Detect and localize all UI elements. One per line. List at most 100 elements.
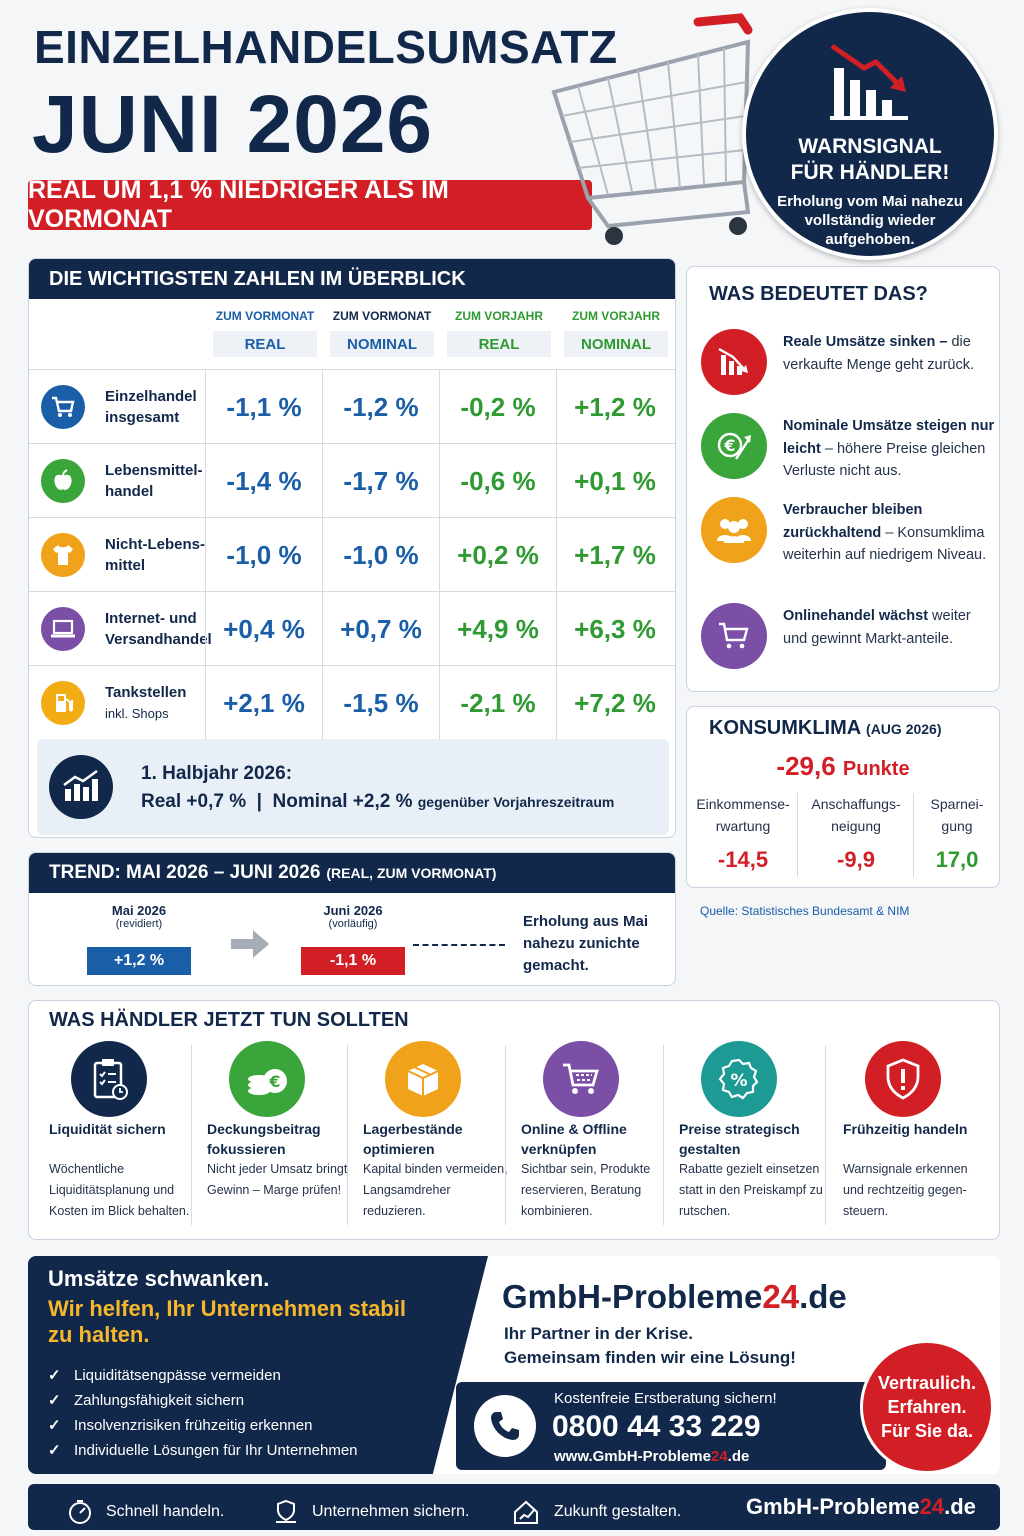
promo-check-item: ✓ Zahlungsfähigkeit sichern: [48, 1391, 244, 1409]
footer-item-text: Schnell handeln.: [106, 1503, 225, 1520]
half-year-summary: 1. Halbjahr 2026: Real +0,7 % | Nominal …: [37, 739, 669, 835]
trend-june-label: Juni 2026 (vorläufig): [301, 903, 405, 930]
value-cell: -1,0 %: [205, 518, 322, 592]
konsumklima-title: KONSUMKLIMA (AUG 2026): [709, 717, 942, 740]
phone-cta-box[interactable]: Kostenfreie Erstberatung sichern! 0800 4…: [456, 1382, 886, 1470]
website-link-c: .de: [727, 1448, 750, 1465]
coins-euro-icon: €: [229, 1041, 305, 1117]
klima-component: Sparnei- gung 17,0: [915, 793, 999, 885]
half-year-title: 1. Halbjahr 2026:: [141, 763, 293, 784]
actions-title: WAS HÄNDLER JETZT TUN SOLLTEN: [49, 1009, 409, 1031]
promo-tagline-1: Ihr Partner in der Krise.: [504, 1324, 693, 1343]
promo-check-item: ✓ Insolvenzrisiken frühzeitig erkennen: [48, 1416, 312, 1434]
website-link[interactable]: www.GmbH-Probleme24.de: [554, 1448, 749, 1465]
brand-logo[interactable]: GmbH-Probleme24.de: [502, 1278, 847, 1316]
phone-number[interactable]: 0800 44 33 229: [552, 1410, 761, 1443]
trend-comment: Erholung aus Mai nahezu zunichte gemacht…: [523, 913, 649, 974]
column-header: ZUM VORJAHR REAL: [447, 309, 551, 357]
meaning-panel: WAS BEDEUTET DAS? Reale Umsätze sinken –…: [686, 266, 1000, 692]
footer-brand-name: GmbH-Probleme: [746, 1494, 920, 1519]
column-header: ZUM VORMONAT NOMINAL: [330, 309, 434, 357]
value-cell: +0,2 %: [439, 518, 556, 592]
value-cell: -1,1 %: [205, 370, 322, 444]
shopping-cart-illustration: [551, 13, 753, 245]
value-cell: +1,7 %: [556, 518, 673, 592]
trend-title-suffix: (REAL, ZUM VORMONAT): [326, 865, 497, 881]
konsumklima-panel: KONSUMKLIMA (AUG 2026) -29,6 Punkte Eink…: [686, 706, 1000, 888]
half-year-values: Real +0,7 % | Nominal +2,2 % gegenüber V…: [141, 791, 614, 813]
subtitle-banner: REAL UM 1,1 % NIEDRIGER ALS IM VORMONAT: [28, 176, 592, 233]
action-card: Lagerbestände optimieren Kapital binden …: [363, 1041, 521, 1231]
cart-icon: [543, 1041, 619, 1117]
value-cell: -1,7 %: [322, 444, 439, 518]
promo-banner: Umsätze schwanken. Wir helfen, Ihr Unter…: [28, 1256, 1000, 1474]
column-header: ZUM VORJAHR NOMINAL: [564, 309, 668, 357]
meaning-item-text: – Konsumklima weiterhin auf niedrigem Ni…: [783, 524, 987, 564]
shopping-cart-icon: [41, 385, 85, 429]
half-year-separator: |: [256, 791, 262, 812]
klima-component-label: Sparnei-: [930, 796, 984, 812]
footer-item: Zukunft gestalten.: [512, 1498, 681, 1526]
website-link-b: 24: [710, 1448, 728, 1465]
action-card: Online & Offline verknüpfen Sichtbar sei…: [521, 1041, 679, 1231]
value-cell: -1,0 %: [322, 518, 439, 592]
column-header: ZUM VORMONAT REAL: [213, 309, 317, 357]
fuel-pump-icon: [41, 681, 85, 725]
arrow-right-icon: [231, 930, 269, 958]
promo-check-text: Insolvenzrisiken frühzeitig erkennen: [74, 1417, 313, 1434]
row-label: Nicht-Lebens-mittel: [105, 536, 206, 574]
shield-hand-icon: [276, 1499, 296, 1523]
column-header-sub: REAL: [213, 331, 317, 357]
promo-check-text: Zahlungsfähigkeit sichern: [74, 1392, 245, 1409]
svg-text:€: €: [723, 436, 735, 455]
value-cell: -1,4 %: [205, 444, 322, 518]
konsumklima-value-number: -29,6: [776, 751, 836, 781]
action-title: Liquidität sichern: [49, 1121, 166, 1137]
table-row: Internet- und Versandhandel +0,4 % +0,7 …: [29, 591, 675, 666]
svg-text:€: €: [268, 1072, 280, 1091]
value-cell: -0,2 %: [439, 370, 556, 444]
warning-title-line-1: WARNSIGNAL: [798, 135, 942, 158]
table-row: Nicht-Lebens-mittel -1,0 % -1,0 % +0,2 %…: [29, 517, 675, 592]
source-note: Quelle: Statistisches Bundesamt & NIM: [700, 904, 910, 918]
action-title: Online & Offline verknüpfen: [521, 1121, 627, 1157]
klima-component-value: 17,0: [935, 847, 979, 872]
trend-may-value: +1,2 %: [87, 947, 191, 975]
konsumklima-unit: Punkte: [842, 758, 910, 780]
growth-chart-icon: [49, 755, 113, 819]
trend-june-note: (vorläufig): [328, 918, 378, 930]
trend-may-note: (revidiert): [115, 918, 163, 930]
meaning-item-text: die verkaufte Menge geht zurück.: [783, 334, 975, 373]
value-cell: -1,2 %: [322, 370, 439, 444]
value-cell: +0,7 %: [322, 592, 439, 666]
column-header-sub: NOMINAL: [330, 331, 434, 357]
klima-component-label: Anschaffungs-: [811, 796, 901, 812]
warning-badge: WARNSIGNAL FÜR HÄNDLER! Erholung vom Mai…: [742, 8, 998, 260]
action-desc: Warnsignale erkennen und rechtzeitig geg…: [843, 1162, 968, 1218]
meaning-item-text: weiter und gewinnt Markt-anteile.: [783, 608, 971, 647]
divider: [797, 793, 798, 877]
half-year-real: Real +0,7 %: [141, 791, 247, 812]
promo-headline: Umsätze schwanken.: [48, 1266, 270, 1291]
action-desc: Nicht jeder Umsatz bringt Gewinn – Marge…: [207, 1162, 348, 1197]
percent-badge-icon: %: [701, 1041, 777, 1117]
box-icon: [385, 1041, 461, 1117]
promo-check-item: ✓ Liquiditätsengpässe vermeiden: [48, 1366, 281, 1384]
divider: [825, 1045, 826, 1225]
footer-item: Schnell handeln.: [66, 1498, 224, 1526]
footer-brand[interactable]: GmbH-Probleme24.de: [746, 1494, 976, 1520]
value-cell: +7,2 %: [556, 666, 673, 740]
seal-line: Erfahren.: [887, 1397, 967, 1417]
footer-item: Unternehmen sichern.: [272, 1498, 469, 1526]
table-row: Lebensmittel-handel -1,4 % -1,7 % -0,6 %…: [29, 443, 675, 518]
column-header-top: ZUM VORJAHR: [571, 309, 660, 323]
row-label: Internet- und Versandhandel: [105, 610, 212, 648]
value-cell: +1,2 %: [556, 370, 673, 444]
promo-check-text: Liquiditätsengpässe vermeiden: [74, 1367, 281, 1384]
brand-number: 24: [762, 1278, 800, 1315]
check-icon: ✓: [48, 1417, 61, 1434]
people-icon: [701, 497, 767, 563]
row-label-main: Tankstellen: [105, 684, 187, 701]
online-cart-icon: [701, 603, 767, 669]
promo-tagline-2: Gemeinsam finden wir eine Lösung!: [504, 1348, 796, 1367]
